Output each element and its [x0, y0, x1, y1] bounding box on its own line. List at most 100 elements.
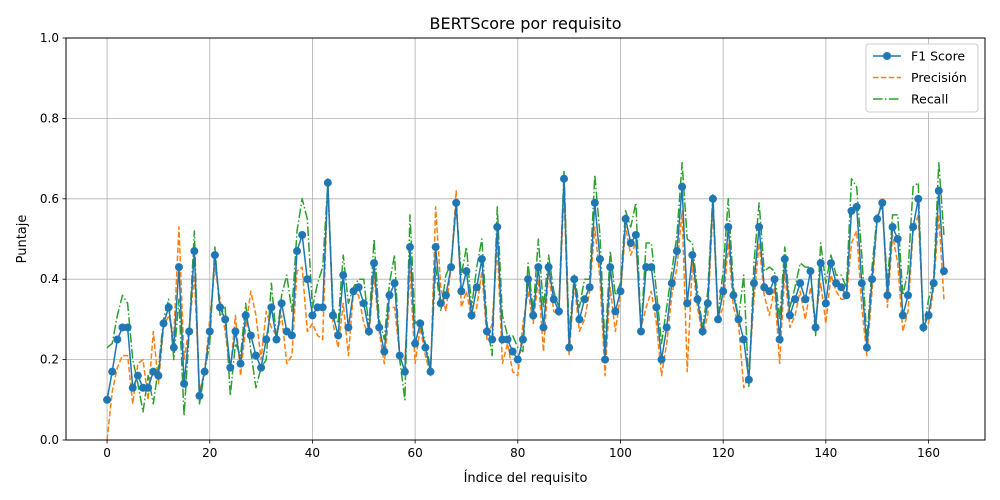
y-axis-label: Puntaje	[15, 215, 30, 264]
data-point-f1-score	[108, 367, 117, 376]
data-point-f1-score	[180, 379, 189, 388]
data-point-f1-score	[565, 343, 574, 352]
data-point-f1-score	[590, 198, 599, 207]
data-point-f1-score	[672, 247, 681, 256]
data-point-f1-score	[734, 315, 743, 324]
data-point-f1-score	[698, 327, 707, 336]
data-point-f1-score	[518, 335, 527, 344]
data-point-f1-score	[185, 327, 194, 336]
data-point-f1-score	[472, 283, 481, 292]
data-point-f1-score	[544, 263, 553, 272]
data-point-f1-score	[580, 295, 589, 304]
data-point-f1-score	[816, 259, 825, 268]
data-point-f1-score	[842, 291, 851, 300]
data-point-f1-score	[216, 303, 225, 312]
data-point-f1-score	[210, 251, 219, 260]
data-point-f1-score	[878, 198, 887, 207]
data-point-f1-score	[226, 363, 235, 372]
data-point-f1-score	[570, 275, 579, 284]
data-point-f1-score	[554, 307, 563, 316]
data-point-f1-score	[914, 194, 923, 203]
data-point-f1-score	[678, 182, 687, 191]
data-point-f1-score	[421, 343, 430, 352]
data-point-f1-score	[924, 311, 933, 320]
data-point-f1-score	[770, 275, 779, 284]
data-point-f1-score	[939, 267, 948, 276]
data-point-f1-score	[780, 255, 789, 264]
data-point-f1-score	[549, 295, 558, 304]
data-point-f1-score	[791, 295, 800, 304]
chart-title: BERTScore por requisito	[430, 14, 622, 33]
y-axis: 0.0 0.2 0.4 0.6 0.8 1.0	[40, 31, 66, 447]
data-point-f1-score	[328, 311, 337, 320]
legend-box	[865, 43, 979, 113]
data-point-f1-score	[452, 198, 461, 207]
data-point-f1-score	[103, 395, 112, 404]
data-point-f1-score	[123, 323, 132, 332]
data-point-f1-score	[344, 323, 353, 332]
data-point-f1-score	[806, 267, 815, 276]
data-point-f1-score	[205, 327, 214, 336]
data-point-f1-score	[113, 335, 122, 344]
data-point-f1-score	[560, 174, 569, 183]
data-point-f1-score	[395, 351, 404, 360]
data-point-f1-score	[893, 235, 902, 243]
data-point-f1-score	[626, 239, 635, 248]
data-point-f1-score	[693, 295, 702, 304]
legend-label-f1-score: F1 Score	[911, 49, 965, 64]
data-point-f1-score	[903, 291, 912, 300]
data-point-f1-score	[128, 383, 137, 392]
data-point-f1-score	[380, 347, 389, 356]
data-point-f1-score	[744, 375, 753, 384]
data-point-f1-score	[447, 263, 456, 272]
data-point-f1-score	[888, 222, 897, 231]
data-point-f1-score	[190, 247, 199, 256]
data-point-f1-score	[462, 267, 471, 276]
data-point-f1-score	[657, 355, 666, 364]
data-point-f1-score	[821, 299, 830, 308]
data-point-f1-score	[133, 371, 142, 380]
data-point-f1-score	[611, 307, 620, 316]
data-point-f1-score	[323, 178, 332, 187]
data-point-f1-score	[652, 303, 661, 312]
y-tick-label: 0.2	[40, 353, 59, 367]
data-point-f1-score	[339, 271, 348, 280]
data-point-f1-score	[662, 323, 671, 332]
data-point-f1-score	[405, 243, 414, 252]
data-point-f1-score	[749, 279, 758, 288]
data-point-f1-score	[868, 275, 877, 284]
data-point-f1-score	[862, 343, 871, 352]
data-point-f1-score	[739, 335, 748, 344]
data-point-f1-score	[852, 202, 861, 211]
data-point-f1-score	[416, 319, 425, 328]
data-point-f1-score	[601, 355, 610, 364]
data-point-f1-score	[857, 279, 866, 288]
data-point-f1-score	[534, 263, 543, 272]
data-point-f1-score	[303, 275, 312, 284]
data-point-f1-score	[441, 291, 450, 300]
legend-marker-f1-score	[883, 52, 891, 60]
data-point-f1-score	[785, 311, 794, 320]
x-tick-label: 60	[407, 446, 422, 460]
data-point-f1-score	[539, 323, 548, 332]
x-tick-label: 120	[712, 446, 735, 460]
data-point-f1-score	[524, 275, 533, 284]
data-point-f1-score	[606, 263, 615, 272]
data-point-f1-score	[585, 283, 594, 292]
data-point-f1-score	[277, 299, 286, 308]
data-point-f1-score	[246, 331, 255, 340]
data-point-f1-score	[796, 279, 805, 288]
data-point-f1-score	[703, 299, 712, 308]
data-point-f1-score	[688, 251, 697, 260]
data-point-f1-score	[529, 311, 538, 320]
data-point-f1-score	[708, 194, 717, 203]
series-layer	[103, 161, 948, 441]
legend: F1 Score Precisión Recall	[865, 43, 979, 113]
x-tick-label: 80	[510, 446, 525, 460]
data-point-f1-score	[929, 279, 938, 288]
data-point-f1-score	[251, 351, 260, 360]
data-point-f1-score	[919, 323, 928, 332]
data-point-f1-score	[400, 367, 409, 376]
data-point-f1-score	[631, 230, 640, 239]
data-point-f1-score	[621, 214, 630, 223]
